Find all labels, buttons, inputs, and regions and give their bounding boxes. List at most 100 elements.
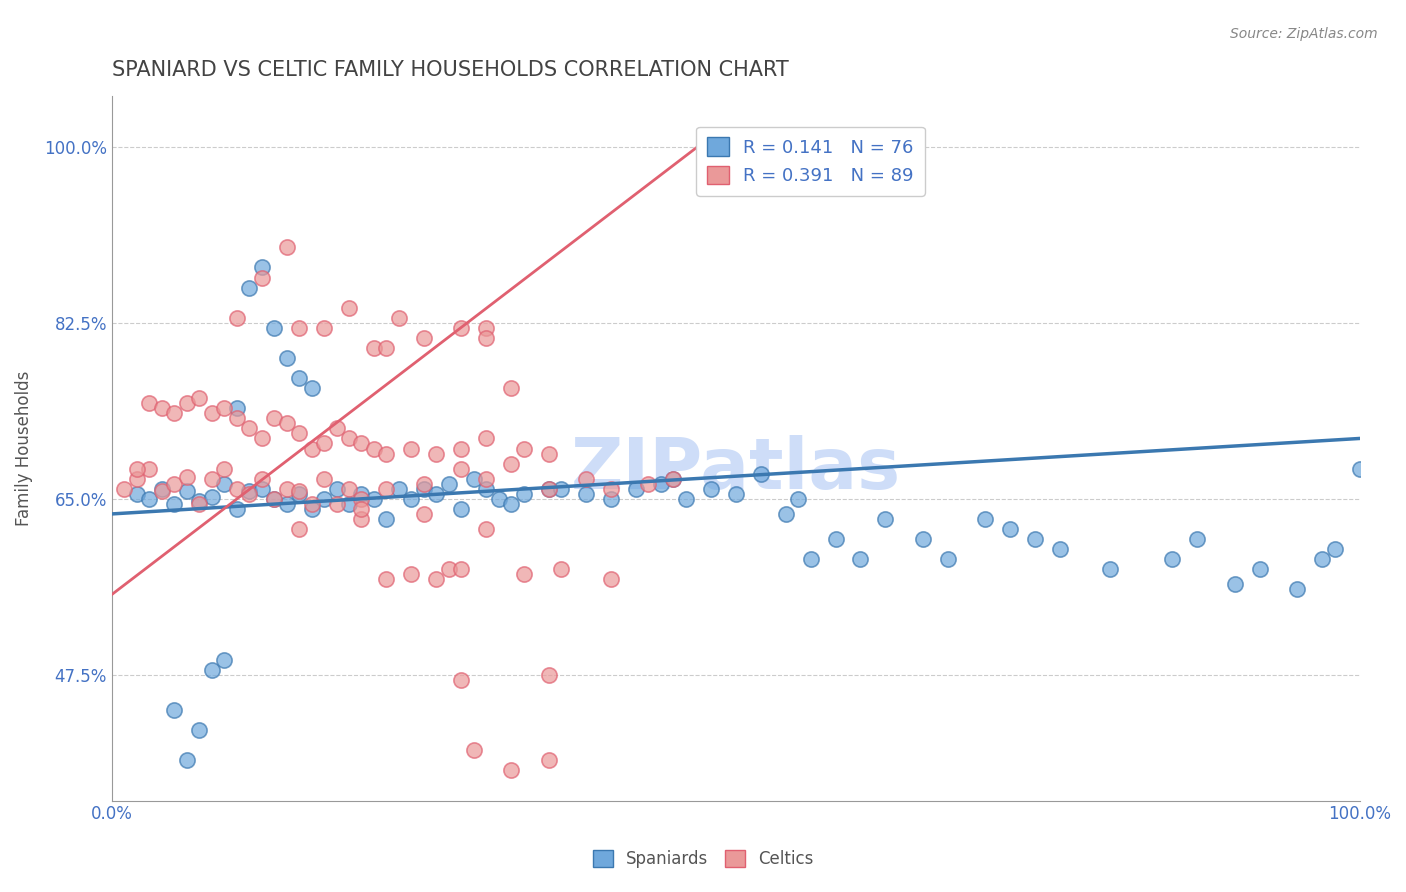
- Point: [537, 482, 560, 496]
- Point: [163, 703, 186, 717]
- Point: [437, 476, 460, 491]
- Point: [212, 476, 235, 491]
- Point: [125, 487, 148, 501]
- Point: [974, 512, 997, 526]
- Point: [163, 476, 186, 491]
- Point: [288, 483, 311, 498]
- Point: [201, 472, 224, 486]
- Point: [488, 491, 510, 506]
- Point: [998, 522, 1021, 536]
- Point: [375, 512, 398, 526]
- Point: [350, 512, 373, 526]
- Point: [350, 501, 373, 516]
- Point: [250, 432, 273, 446]
- Point: [276, 240, 298, 254]
- Point: [537, 668, 560, 682]
- Point: [225, 401, 247, 416]
- Text: Source: ZipAtlas.com: Source: ZipAtlas.com: [1230, 27, 1378, 41]
- Point: [276, 417, 298, 431]
- Point: [337, 482, 360, 496]
- Point: [1049, 542, 1071, 557]
- Point: [212, 401, 235, 416]
- Point: [911, 532, 934, 546]
- Point: [150, 483, 173, 498]
- Point: [624, 482, 647, 496]
- Point: [276, 351, 298, 365]
- Point: [450, 442, 472, 456]
- Point: [337, 497, 360, 511]
- Point: [662, 472, 685, 486]
- Point: [425, 446, 447, 460]
- Point: [176, 469, 198, 483]
- Point: [312, 320, 335, 334]
- Point: [475, 472, 498, 486]
- Point: [150, 401, 173, 416]
- Point: [138, 396, 160, 410]
- Point: [312, 436, 335, 450]
- Text: SPANIARD VS CELTIC FAMILY HOUSEHOLDS CORRELATION CHART: SPANIARD VS CELTIC FAMILY HOUSEHOLDS COR…: [112, 60, 789, 79]
- Point: [425, 572, 447, 586]
- Point: [450, 673, 472, 687]
- Point: [550, 482, 572, 496]
- Point: [800, 552, 823, 566]
- Point: [312, 472, 335, 486]
- Point: [475, 320, 498, 334]
- Point: [775, 507, 797, 521]
- Point: [114, 482, 136, 496]
- Point: [1161, 552, 1184, 566]
- Point: [463, 472, 485, 486]
- Point: [537, 753, 560, 767]
- Point: [512, 567, 534, 582]
- Point: [276, 497, 298, 511]
- Point: [150, 482, 173, 496]
- Point: [325, 482, 347, 496]
- Point: [263, 491, 285, 506]
- Point: [301, 381, 323, 395]
- Point: [363, 442, 385, 456]
- Point: [600, 491, 623, 506]
- Point: [325, 421, 347, 435]
- Point: [350, 436, 373, 450]
- Point: [350, 487, 373, 501]
- Point: [425, 487, 447, 501]
- Point: [201, 490, 224, 504]
- Point: [163, 497, 186, 511]
- Point: [1323, 542, 1346, 557]
- Legend: R = 0.141   N = 76, R = 0.391   N = 89: R = 0.141 N = 76, R = 0.391 N = 89: [696, 127, 925, 196]
- Point: [250, 482, 273, 496]
- Point: [312, 491, 335, 506]
- Point: [849, 552, 872, 566]
- Point: [749, 467, 772, 481]
- Point: [450, 461, 472, 475]
- Point: [138, 461, 160, 475]
- Point: [463, 743, 485, 757]
- Point: [475, 522, 498, 536]
- Point: [163, 406, 186, 420]
- Point: [450, 562, 472, 576]
- Point: [125, 461, 148, 475]
- Point: [475, 432, 498, 446]
- Point: [412, 331, 434, 345]
- Point: [700, 482, 723, 496]
- Point: [288, 426, 311, 441]
- Point: [176, 396, 198, 410]
- Point: [288, 371, 311, 385]
- Text: ZIPatlas: ZIPatlas: [571, 435, 901, 504]
- Point: [501, 764, 523, 778]
- Point: [288, 320, 311, 334]
- Point: [1187, 532, 1209, 546]
- Point: [388, 482, 411, 496]
- Point: [1024, 532, 1046, 546]
- Point: [301, 442, 323, 456]
- Point: [238, 483, 260, 498]
- Point: [212, 461, 235, 475]
- Point: [512, 442, 534, 456]
- Point: [337, 301, 360, 315]
- Point: [238, 487, 260, 501]
- Point: [301, 497, 323, 511]
- Point: [437, 562, 460, 576]
- Point: [238, 421, 260, 435]
- Point: [875, 512, 897, 526]
- Point: [501, 381, 523, 395]
- Point: [475, 482, 498, 496]
